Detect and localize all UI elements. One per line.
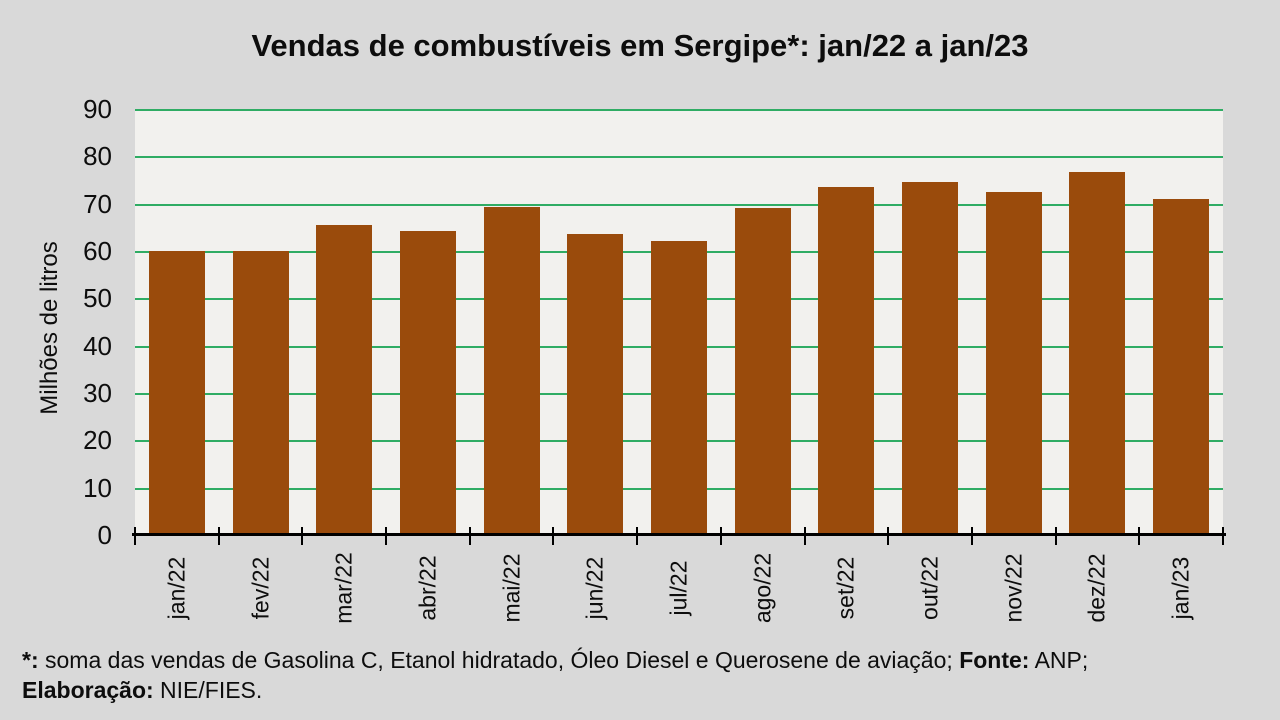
bar-jan/22 [149, 251, 205, 535]
x-tick-label-jan/22: jan/22 [163, 556, 190, 620]
y-tick-label-60: 60 [83, 236, 112, 266]
footnote-line-1: *: soma das vendas de Gasolina C, Etanol… [22, 645, 1262, 675]
x-axis-tick [1055, 527, 1057, 545]
footnote: *: soma das vendas de Gasolina C, Etanol… [22, 645, 1262, 705]
bar-dez/22 [1069, 172, 1125, 535]
x-axis-tick [1222, 527, 1224, 545]
bar-mai/22 [484, 207, 540, 535]
x-axis-line [132, 533, 1226, 536]
bar-nov/22 [986, 192, 1042, 535]
y-tick-label-0: 0 [97, 520, 112, 550]
x-tick-label-set/22: set/22 [832, 556, 859, 620]
x-axis-tick [720, 527, 722, 545]
footnote-text-segment: NIE/FIES. [153, 677, 263, 703]
gridline-y-70 [135, 203, 1223, 206]
x-tick-label-abr/22: abr/22 [414, 555, 441, 621]
y-tick-label-90: 90 [83, 94, 112, 124]
bar-set/22 [818, 187, 874, 535]
footnote-text-segment: soma das vendas de Gasolina C, Etanol hi… [38, 647, 960, 673]
x-axis-tick [971, 527, 973, 545]
y-tick-label-30: 30 [83, 378, 112, 408]
x-axis-tick [301, 527, 303, 545]
y-tick-label-80: 80 [83, 141, 112, 171]
x-tick-label-jan/23: jan/23 [1167, 556, 1194, 620]
x-tick-label-jun/22: jun/22 [581, 556, 608, 620]
x-tick-label-fev/22: fev/22 [247, 556, 274, 620]
x-tick-label-ago/22: ago/22 [749, 552, 776, 624]
x-axis-tick [385, 527, 387, 545]
x-tick-label-mar/22: mar/22 [330, 552, 357, 624]
y-tick-label-40: 40 [83, 331, 112, 361]
x-tick-label-out/22: out/22 [916, 556, 943, 620]
footnote-bold-segment: Elaboração: [22, 677, 154, 703]
footnote-line-2: Elaboração: NIE/FIES. [22, 675, 1262, 705]
y-tick-label-70: 70 [83, 189, 112, 219]
y-tick-label-20: 20 [83, 425, 112, 455]
footnote-text-segment: ANP; [1029, 647, 1089, 673]
x-axis-tick [887, 527, 889, 545]
x-tick-label-nov/22: nov/22 [1000, 553, 1027, 623]
bar-jun/22 [567, 234, 623, 535]
x-tick-label-dez/22: dez/22 [1083, 553, 1110, 623]
x-axis-tick [1138, 527, 1140, 545]
y-tick-label-50: 50 [83, 283, 112, 313]
bar-ago/22 [735, 208, 791, 535]
x-axis-tick [218, 527, 220, 545]
bar-fev/22 [233, 251, 289, 535]
plot-area [135, 109, 1223, 535]
bar-jan/23 [1153, 199, 1209, 535]
bar-out/22 [902, 182, 958, 535]
x-tick-label-mai/22: mai/22 [498, 553, 525, 623]
x-axis-tick [636, 527, 638, 545]
x-axis-tick [552, 527, 554, 545]
x-axis-tick [469, 527, 471, 545]
x-tick-label-jul/22: jul/22 [665, 560, 692, 616]
footnote-bold-segment: Fonte: [959, 647, 1030, 673]
bar-jul/22 [651, 241, 707, 535]
gridline-y-90 [135, 109, 1223, 111]
bar-abr/22 [400, 231, 456, 535]
x-axis-tick [134, 527, 136, 545]
chart-title: Vendas de combustíveis em Sergipe*: jan/… [251, 28, 1029, 63]
x-axis-tick [804, 527, 806, 545]
gridline-y-80 [135, 156, 1223, 159]
y-tick-label-10: 10 [83, 473, 112, 503]
bar-mar/22 [316, 225, 372, 535]
footnote-bold-segment: *: [22, 647, 39, 673]
